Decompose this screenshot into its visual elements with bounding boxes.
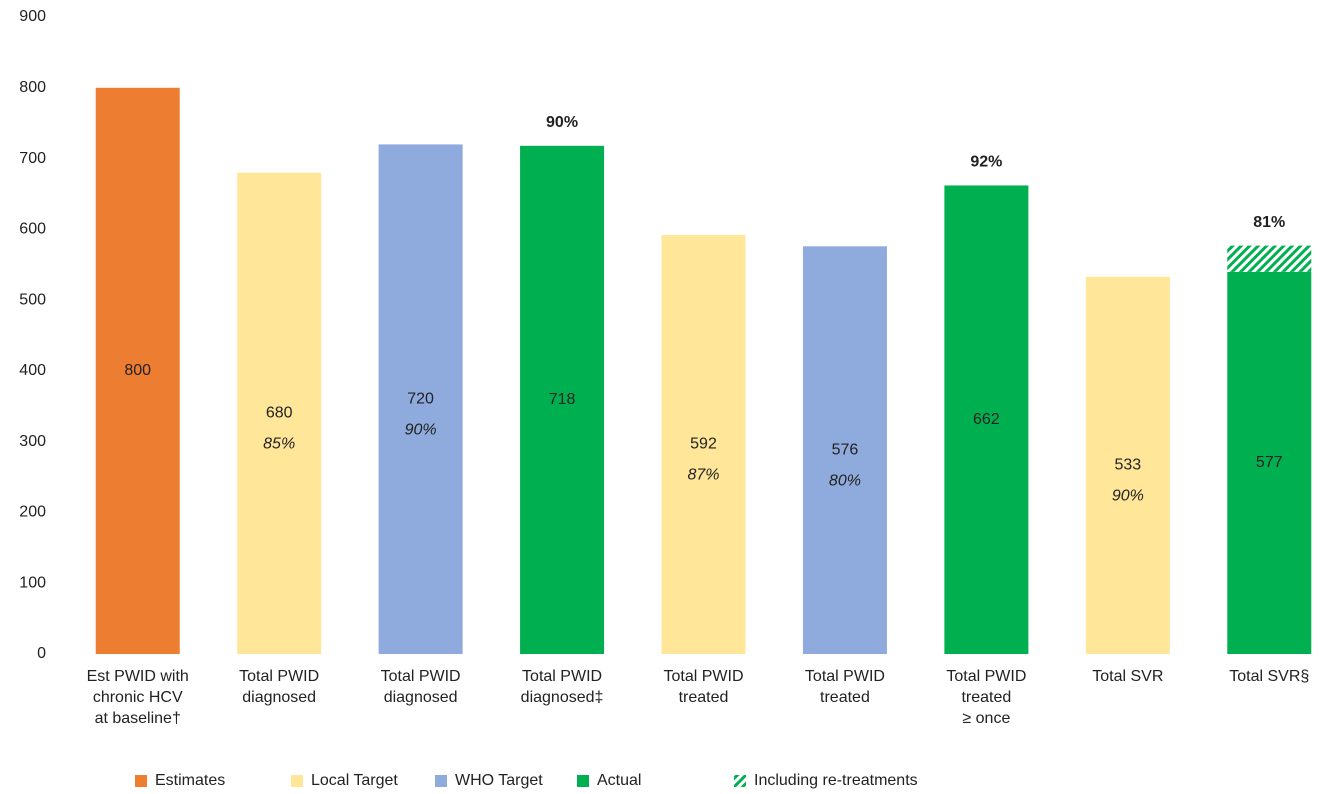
y-tick-label: 800 bbox=[19, 79, 46, 96]
y-tick-label: 200 bbox=[19, 504, 46, 521]
y-tick-label: 600 bbox=[19, 221, 46, 238]
legend-swatch bbox=[577, 775, 589, 787]
x-tick-label: Total PWID diagnosed bbox=[239, 668, 319, 706]
bar-label: 577 bbox=[1256, 454, 1283, 471]
bar bbox=[95, 87, 180, 655]
percent-label: 80% bbox=[829, 472, 861, 489]
y-tick-label: 900 bbox=[19, 8, 46, 25]
bar-label: 800 bbox=[124, 362, 151, 379]
x-tick-label: Total PWID treated bbox=[805, 668, 885, 706]
bar bbox=[1227, 271, 1312, 654]
legend-label: WHO Target bbox=[455, 772, 543, 789]
legend-label: Actual bbox=[597, 772, 641, 789]
legend-swatch bbox=[734, 775, 746, 787]
legend-label: Including re-treatments bbox=[754, 772, 918, 789]
bar bbox=[378, 144, 463, 654]
percent-label: 90% bbox=[405, 421, 437, 438]
bar-label: 720 bbox=[407, 390, 434, 407]
top-label: 90% bbox=[546, 114, 578, 131]
bar bbox=[520, 145, 605, 654]
x-tick-label: Est PWID with chronic HCV at baseline† bbox=[87, 668, 189, 727]
bar-label: 576 bbox=[832, 441, 859, 458]
legend-swatch bbox=[135, 775, 147, 787]
bar-label: 718 bbox=[549, 391, 576, 408]
bar-label: 533 bbox=[1114, 457, 1141, 474]
percent-label: 85% bbox=[263, 436, 295, 453]
y-tick-label: 0 bbox=[37, 645, 46, 662]
bar-label: 680 bbox=[266, 405, 293, 422]
y-tick-label: 100 bbox=[19, 574, 46, 591]
x-tick-label: Total SVR§ bbox=[1229, 668, 1309, 685]
legend-label: Local Target bbox=[311, 772, 398, 789]
bar bbox=[1227, 245, 1312, 272]
y-tick-label: 700 bbox=[19, 150, 46, 167]
x-tick-label: Total PWID diagnosed‡ bbox=[521, 668, 604, 706]
bar bbox=[661, 234, 746, 655]
x-tick-label: Total PWID treated ≥ once bbox=[946, 668, 1026, 727]
bar bbox=[802, 246, 887, 654]
percent-label: 90% bbox=[1112, 488, 1144, 505]
y-tick-label: 500 bbox=[19, 291, 46, 308]
percent-label: 87% bbox=[687, 467, 719, 484]
bar bbox=[944, 185, 1029, 654]
x-tick-label: Total PWID treated bbox=[663, 668, 743, 706]
x-tick-label: Total SVR bbox=[1092, 668, 1163, 685]
legend-label: Estimates bbox=[155, 772, 225, 789]
bar-label: 662 bbox=[973, 411, 1000, 428]
y-tick-label: 400 bbox=[19, 362, 46, 379]
top-label: 92% bbox=[970, 154, 1002, 171]
bar bbox=[1085, 276, 1170, 654]
y-tick-label: 300 bbox=[19, 433, 46, 450]
legend-swatch bbox=[435, 775, 447, 787]
bar-label: 592 bbox=[690, 436, 717, 453]
x-tick-label: Total PWID diagnosed bbox=[381, 668, 461, 706]
legend-swatch bbox=[291, 775, 303, 787]
top-label: 81% bbox=[1253, 214, 1285, 231]
bar bbox=[237, 172, 322, 654]
